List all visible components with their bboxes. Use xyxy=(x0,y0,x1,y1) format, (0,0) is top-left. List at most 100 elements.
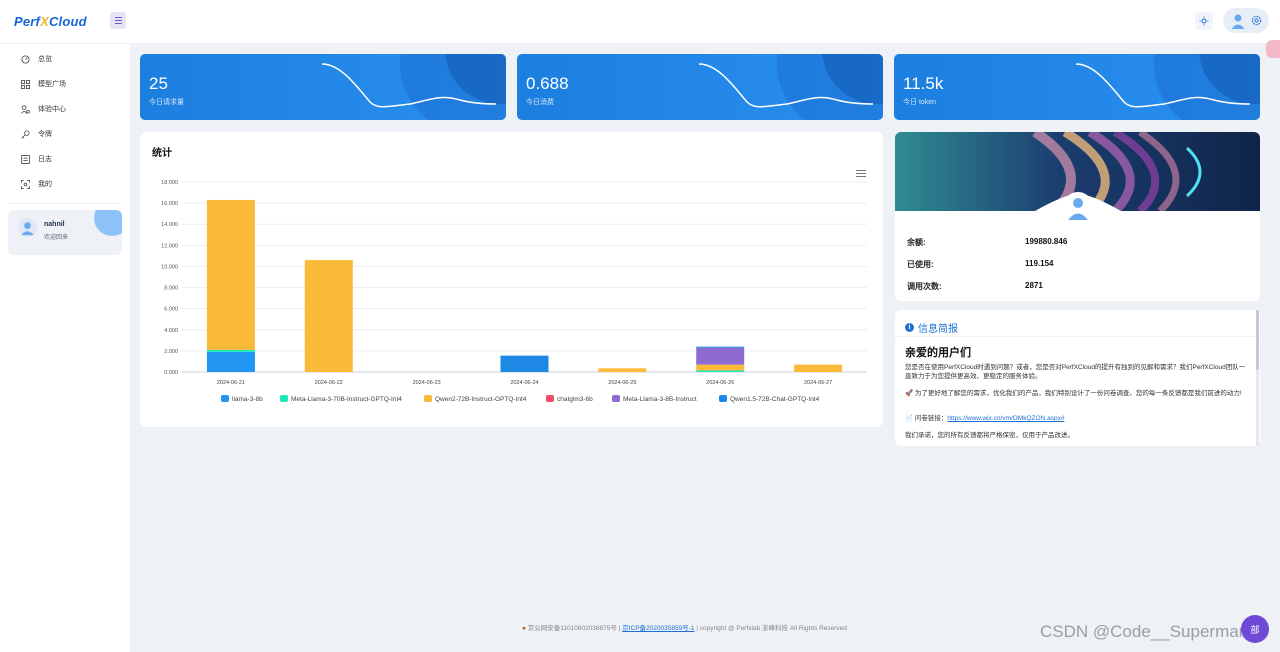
y-tick-label: 8.000 xyxy=(164,286,178,292)
y-tick-label: 16.000 xyxy=(161,201,178,207)
chart-title: 统计 xyxy=(152,148,172,159)
legend-swatch xyxy=(424,395,432,402)
x-tick-label: 2024-06-26 xyxy=(706,380,734,386)
account-card: 余额: 199880.846 已使用: 119.154 调用次数: 2871 xyxy=(895,132,1260,301)
sidebar-item-experience[interactable]: 体验中心 xyxy=(8,98,122,120)
sidebar-item-label: 体验中心 xyxy=(38,106,66,113)
sidebar-item-overview[interactable]: 总览 xyxy=(8,48,122,70)
y-tick-label: 0.000 xyxy=(164,370,178,376)
sidebar-item-label: 我的 xyxy=(38,181,52,188)
info-icon: i xyxy=(905,323,914,332)
x-tick-label: 2024-06-25 xyxy=(608,380,636,386)
calls-label: 调用次数: xyxy=(907,282,942,291)
calls-value: 2871 xyxy=(1025,281,1043,290)
police-record: 京公网安备11010802038875号 xyxy=(527,625,617,632)
legend-label: Meta-Llama-3-70B-Instruct-GPTQ-Int4 xyxy=(291,396,402,403)
info-heading: 亲爱的用户们 xyxy=(905,347,971,359)
info-scrollbar[interactable] xyxy=(1256,310,1259,446)
stat-card-cost: 0.688 今日消费 xyxy=(517,54,883,120)
sidebar-item-tokens[interactable]: 令牌 xyxy=(8,123,122,145)
top-bar: PerfXCloud xyxy=(0,0,1280,44)
used-value: 119.154 xyxy=(1025,259,1054,268)
x-tick-label: 2024-06-22 xyxy=(315,380,343,386)
info-header: i 信息简报 xyxy=(905,320,958,335)
avatar-icon xyxy=(1231,14,1245,29)
avatar-icon xyxy=(18,218,37,237)
stat-value: 11.5k xyxy=(903,74,944,93)
copyright: | copyright @ Perfxlab 澎峰科技 All Rights R… xyxy=(696,625,847,632)
bar-segment xyxy=(206,351,255,372)
legend-swatch xyxy=(280,395,288,402)
y-tick-label: 4.000 xyxy=(164,328,178,334)
x-tick-label: 2024-06-27 xyxy=(804,380,832,386)
x-tick-label: 2024-06-21 xyxy=(217,380,245,386)
brand-logo[interactable]: PerfXCloud xyxy=(14,14,87,29)
stat-label: 今日 token xyxy=(903,99,937,106)
experience-icon xyxy=(20,104,30,114)
stat-card-decoration xyxy=(321,54,506,120)
sidebar-item-mine[interactable]: 我的 xyxy=(8,173,122,195)
bar-segment xyxy=(696,346,745,348)
icp-link[interactable]: 京ICP备2020035859号-1 xyxy=(622,625,695,632)
menu-toggle-button[interactable] xyxy=(110,12,126,29)
legend-label: Meta-Llama-3-8B-Instruct xyxy=(623,396,697,403)
statistics-card: 统计 0.000 2.000 4.000 6.000 8.000 10.000 12.000… xyxy=(140,132,883,427)
sidebar-item-models[interactable]: 模型广场 xyxy=(8,73,122,95)
bar-chart: 0.000 2.000 4.000 6.000 8.000 10.000 12.000 14.… xyxy=(161,180,867,403)
avatar-icon xyxy=(1063,192,1093,222)
sidebar-item-label: 总览 xyxy=(38,56,52,63)
divider xyxy=(895,336,1260,337)
stat-value: 0.688 xyxy=(526,74,569,93)
bar-segment xyxy=(696,347,745,365)
grid-icon xyxy=(20,79,30,89)
bar-segment xyxy=(696,364,745,371)
user-card[interactable]: nahnil 欢迎回来 xyxy=(8,210,122,255)
stat-card-decoration xyxy=(1075,54,1260,120)
divider xyxy=(8,203,122,204)
y-tick-label: 10.000 xyxy=(161,264,178,270)
legend-swatch xyxy=(612,395,620,402)
y-tick-label: 6.000 xyxy=(164,307,178,313)
bar-segment xyxy=(598,368,647,372)
bar-segment xyxy=(304,260,353,372)
sidebar-item-label: 日志 xyxy=(38,156,52,163)
sidebar-item-logs[interactable]: 日志 xyxy=(8,148,122,170)
welcome-text: 欢迎回来 xyxy=(44,235,69,241)
balance-label: 余额: xyxy=(907,238,926,247)
legend-swatch xyxy=(546,395,554,402)
info-paragraph: 🚀 为了更好地了解您的需求，优化我们的产品，我们特别设计了一份问卷调查。您的每一… xyxy=(905,390,1242,397)
bar-segment xyxy=(794,364,843,372)
stat-value: 25 xyxy=(149,74,168,93)
theme-toggle-button[interactable] xyxy=(1195,12,1213,30)
bar-segment xyxy=(206,349,255,352)
dashboard-icon xyxy=(20,54,30,64)
translate-tab[interactable] xyxy=(1266,40,1280,58)
decor-shape xyxy=(94,210,122,236)
bar-segment xyxy=(500,355,549,372)
key-icon xyxy=(20,129,30,139)
footer: ● 京公网安备11010802038875号 | 京ICP备2020035859… xyxy=(522,625,847,632)
stat-card-tokens: 11.5k 今日 token xyxy=(894,54,1260,120)
legend-swatch xyxy=(719,395,727,402)
sidebar-item-label: 模型广场 xyxy=(38,81,66,88)
watermark: CSDN @Code__Superman xyxy=(1040,622,1249,641)
info-paragraph: 我们承诺，您的所有反馈都将严格保密，仅用于产品改进。 xyxy=(905,432,1074,439)
settings-icon xyxy=(1252,15,1262,26)
user-name: nahnil xyxy=(44,221,65,228)
x-tick-label: 2024-06-24 xyxy=(510,380,538,386)
survey-link-line: 📄 问卷链接：https://www.wjx.cn/vm/OMkQZON.asp… xyxy=(905,415,1065,422)
user-menu[interactable] xyxy=(1223,8,1269,33)
legend-swatch xyxy=(221,395,229,402)
bar-segment xyxy=(206,199,255,350)
sidebar-item-label: 令牌 xyxy=(38,131,52,138)
sidebar: 总览 模型广场 体验中心 令牌 日志 我的 nahnil 欢迎回来 xyxy=(0,44,130,652)
y-tick-label: 18.000 xyxy=(161,180,178,186)
chart-menu-button[interactable] xyxy=(856,170,866,179)
survey-link[interactable]: https://www.wjx.cn/vm/OMkQZON.aspx# xyxy=(947,415,1065,422)
stat-card-decoration xyxy=(698,54,883,120)
police-badge-icon: ● xyxy=(522,625,526,632)
log-icon xyxy=(20,154,30,164)
stat-label: 今日请求量 xyxy=(149,99,184,106)
y-tick-label: 14.000 xyxy=(161,222,178,228)
floating-assistant-button[interactable]: 部 xyxy=(1241,615,1269,643)
